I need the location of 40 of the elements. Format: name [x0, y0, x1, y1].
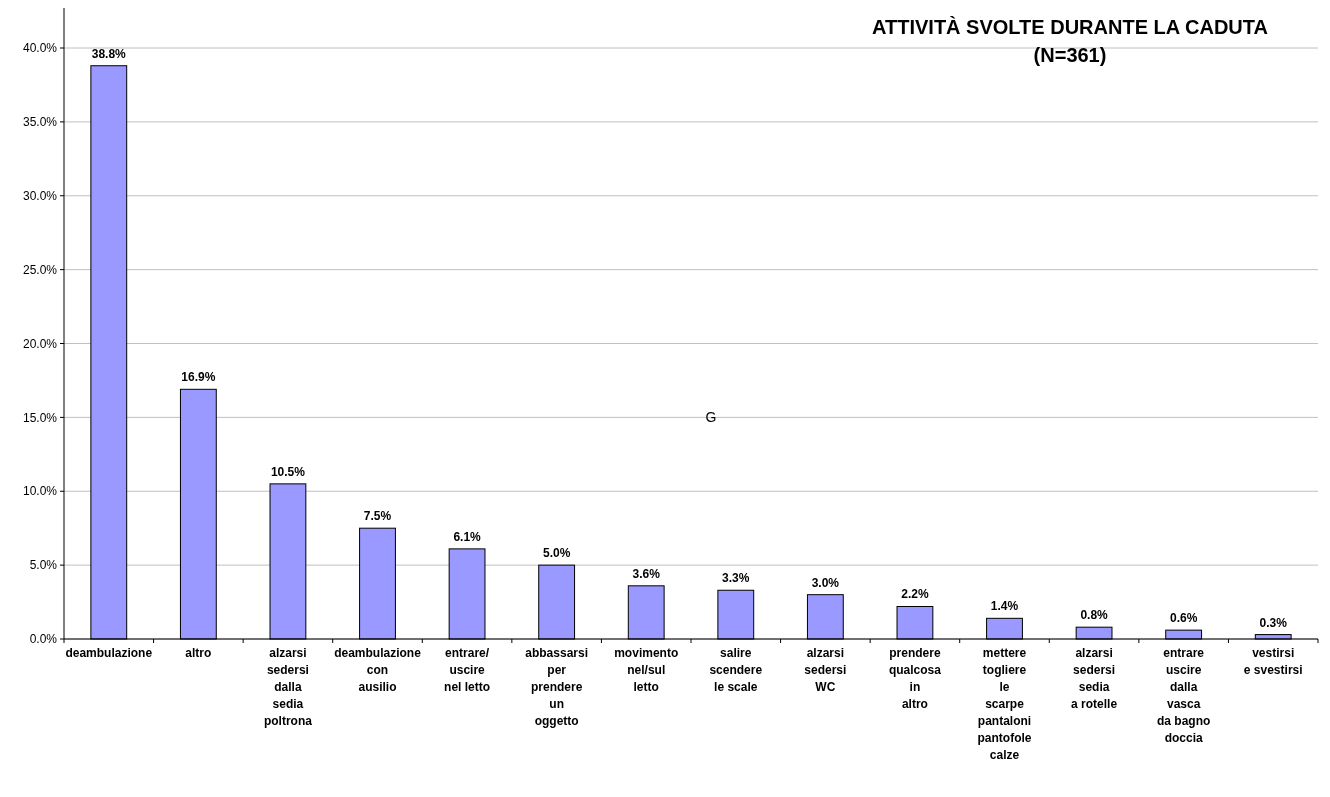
chart-subtitle: (N=361): [1033, 44, 1107, 66]
x-tick-label: vestirsi e svestirsi: [1243, 646, 1303, 677]
y-tick-label: 15.0%: [22, 410, 58, 425]
data-label: 16.9%: [181, 370, 216, 385]
x-tick-label: movimento nel/sul letto: [614, 646, 679, 694]
data-label: 3.0%: [811, 575, 840, 590]
data-label: 6.1%: [453, 529, 482, 544]
chart-title: ATTIVITÀ SVOLTE DURANTE LA CADUTA: [872, 16, 1268, 38]
x-tick-label: alzarsi sedersi sedia a rotelle: [1071, 646, 1118, 711]
x-tick-label: altro: [185, 646, 212, 660]
y-tick-label: 30.0%: [22, 188, 58, 203]
annotation: G: [705, 409, 717, 426]
y-tick-label: 10.0%: [22, 484, 58, 499]
data-label: 5.0%: [542, 546, 571, 561]
x-tick-label: mettere togliere le scarpe pantaloni pantofole calze: [977, 646, 1032, 762]
y-tick-label: 0.0%: [29, 632, 58, 647]
data-label: 0.6%: [1169, 611, 1198, 626]
data-label: 0.3%: [1259, 615, 1288, 630]
data-label: 38.8%: [91, 46, 127, 61]
x-tick-label: alzarsi sedersi WC: [804, 646, 847, 694]
x-tick-label: entrare uscire dalla vasca da bagno doccia: [1156, 646, 1211, 745]
y-tick-label: 5.0%: [29, 558, 58, 573]
data-label: 0.8%: [1080, 608, 1109, 623]
x-tick-label: prendere qualcosa in altro: [888, 646, 942, 711]
x-tick-label: abbassarsi per prendere un oggetto: [525, 646, 588, 728]
data-label: 2.2%: [901, 587, 929, 602]
data-label: 3.3%: [722, 571, 750, 586]
x-tick-label: deambulazione: [65, 646, 153, 660]
x-tick-label: alzarsi sedersi dalla sedia poltrona: [263, 646, 313, 728]
x-tick-label: deambulazione con ausilio: [334, 646, 422, 694]
y-tick-label: 25.0%: [22, 262, 58, 277]
y-tick-label: 20.0%: [22, 336, 58, 351]
x-tick-label: entrare/ uscire nel letto: [444, 646, 491, 694]
data-label: 10.5%: [270, 464, 306, 479]
data-label: 1.4%: [990, 599, 1019, 614]
y-tick-label: 35.0%: [22, 115, 58, 130]
data-label: 3.6%: [632, 566, 661, 581]
data-label: 7.5%: [363, 509, 392, 524]
y-tick-label: 40.0%: [22, 41, 58, 56]
x-tick-label: salire scendere le scale: [709, 646, 763, 694]
